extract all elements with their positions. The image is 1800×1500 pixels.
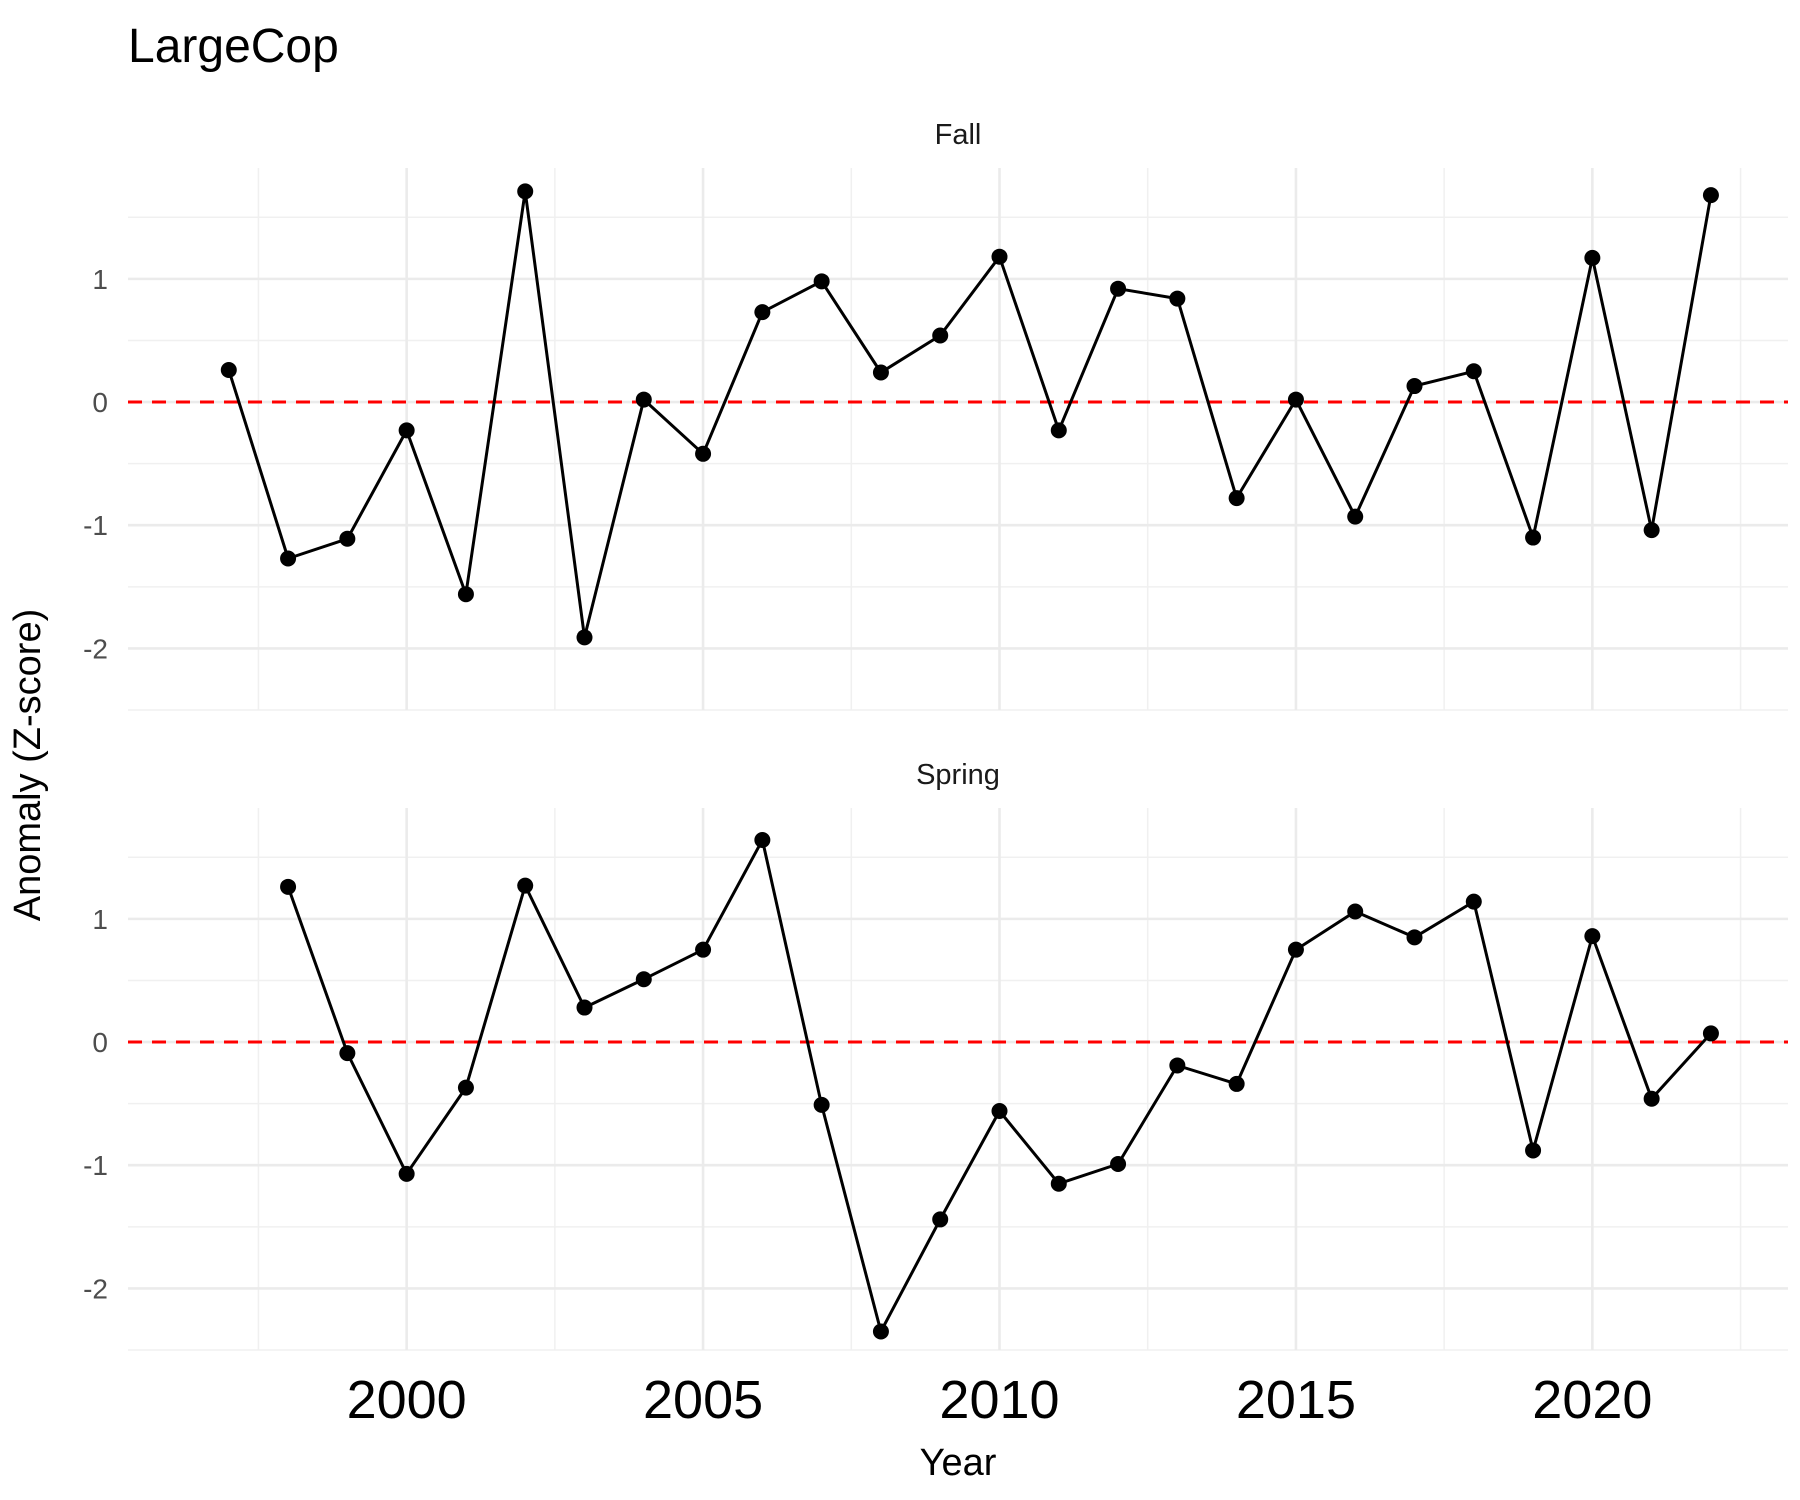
- y-tick-label: 1: [92, 904, 108, 935]
- data-point: [339, 1045, 356, 1062]
- data-point: [872, 1323, 889, 1340]
- data-point: [932, 327, 949, 344]
- data-point: [991, 248, 1008, 265]
- y-axis-label: Anomaly (Z-score): [7, 609, 49, 922]
- data-point: [872, 364, 889, 381]
- x-tick-label: 2005: [643, 1370, 763, 1430]
- y-tick-label: -2: [83, 633, 108, 664]
- panel-spring: Spring -2 -1 0 1: [83, 759, 1788, 1351]
- data-point: [1465, 893, 1482, 910]
- data-point: [1169, 290, 1186, 307]
- data-point: [457, 1079, 474, 1096]
- data-point: [1702, 187, 1719, 204]
- panel-fall: Fall -2 -1 0 1: [83, 119, 1788, 711]
- data-point: [1228, 490, 1245, 507]
- data-point: [398, 422, 415, 439]
- data-point: [1228, 1075, 1245, 1092]
- x-tick-label: 2010: [939, 1370, 1059, 1430]
- data-point: [1525, 529, 1542, 546]
- data-point: [1584, 928, 1601, 945]
- data-point: [457, 586, 474, 603]
- series-spring: [280, 832, 1719, 1340]
- panel-strip-label-spring: Spring: [916, 759, 1000, 791]
- x-tick-label: 2015: [1236, 1370, 1356, 1430]
- data-point: [1465, 363, 1482, 380]
- data-point: [1050, 422, 1067, 439]
- data-point: [280, 550, 297, 567]
- x-axis-label: Year: [920, 1442, 997, 1484]
- data-point: [1347, 903, 1364, 920]
- data-point: [991, 1103, 1008, 1120]
- data-point: [1287, 941, 1304, 958]
- data-point: [1110, 1155, 1127, 1172]
- data-point: [517, 877, 534, 894]
- y-tick-label: 1: [92, 264, 108, 295]
- data-point: [1525, 1142, 1542, 1159]
- data-point: [813, 1096, 830, 1113]
- data-point: [695, 445, 712, 462]
- y-tick-label: -2: [83, 1273, 108, 1304]
- data-point: [517, 183, 534, 200]
- y-tick-label: -1: [83, 510, 108, 541]
- x-tick-label: 2000: [347, 1370, 467, 1430]
- y-tick-label: -1: [83, 1150, 108, 1181]
- data-point: [1643, 1090, 1660, 1107]
- data-point: [280, 878, 297, 895]
- data-point: [576, 629, 593, 646]
- panel-grid-fall: [128, 168, 1788, 711]
- x-tick-label: 2020: [1532, 1370, 1652, 1430]
- data-point: [220, 362, 237, 379]
- x-tick-labels: 2000 2005 2010 2015 2020: [347, 1370, 1653, 1430]
- y-tick-labels-fall: -2 -1 0 1: [83, 264, 108, 665]
- panel-strip-label-fall: Fall: [935, 119, 982, 151]
- series-line: [227, 189, 1713, 639]
- data-point: [398, 1165, 415, 1182]
- y-tick-labels-spring: -2 -1 0 1: [83, 904, 108, 1305]
- data-point: [1110, 280, 1127, 297]
- data-point: [1287, 391, 1304, 408]
- y-tick-label: 0: [92, 1027, 108, 1058]
- series-fall: [220, 183, 1719, 646]
- data-point: [1643, 522, 1660, 539]
- data-point: [1584, 249, 1601, 266]
- data-point: [635, 391, 652, 408]
- y-tick-label: 0: [92, 387, 108, 418]
- data-point: [754, 304, 771, 321]
- panel-grid-spring: [128, 808, 1788, 1351]
- data-point: [1406, 378, 1423, 395]
- data-point: [1050, 1175, 1067, 1192]
- data-point: [576, 999, 593, 1016]
- data-point: [635, 971, 652, 988]
- data-point: [1169, 1057, 1186, 1074]
- data-point: [1347, 508, 1364, 525]
- data-point: [1702, 1025, 1719, 1042]
- data-point: [813, 273, 830, 290]
- data-point: [754, 832, 771, 849]
- data-point: [695, 941, 712, 958]
- data-point: [1406, 929, 1423, 946]
- chart-title: LargeCop: [128, 20, 339, 73]
- data-point: [339, 530, 356, 547]
- data-point: [932, 1211, 949, 1228]
